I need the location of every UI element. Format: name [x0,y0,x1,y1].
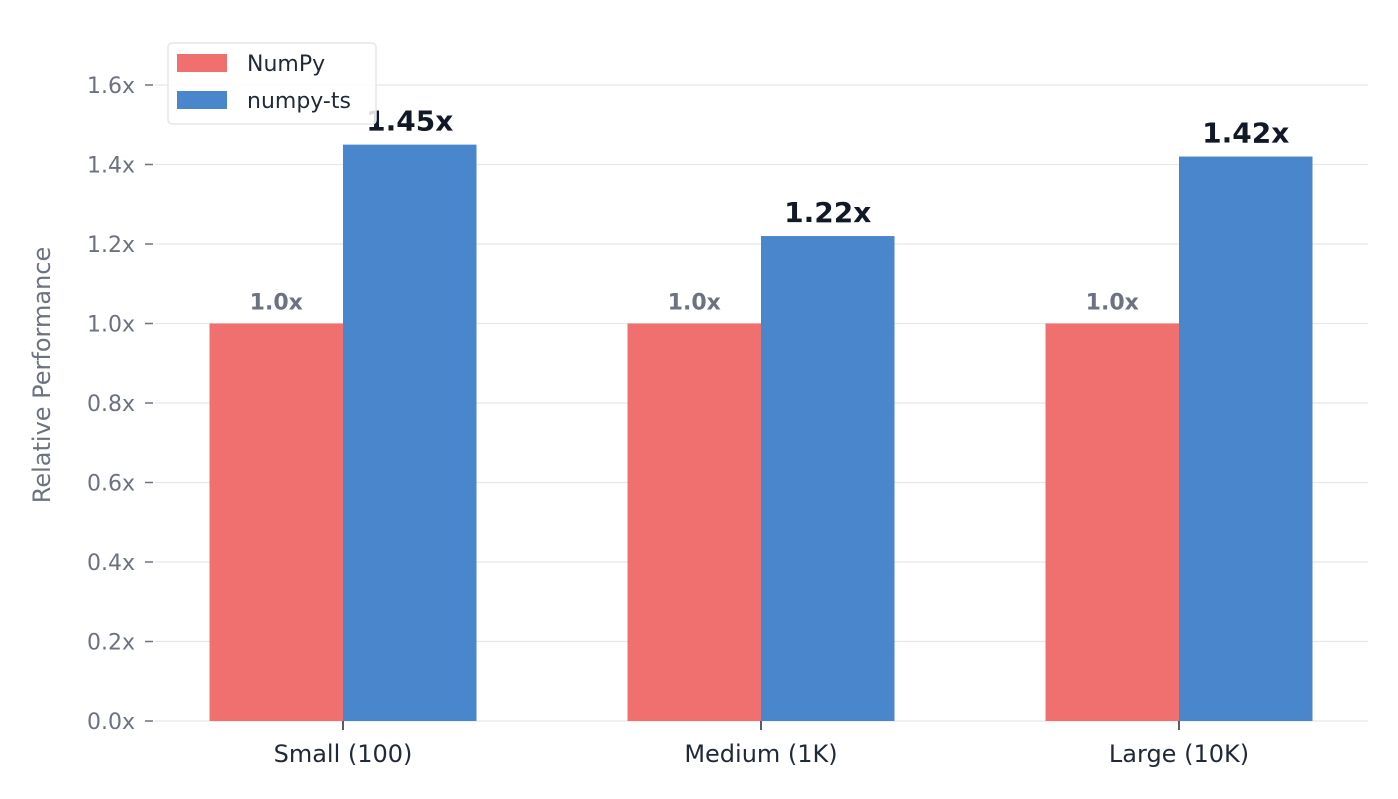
x-tick-label: Medium (1K) [684,740,837,768]
legend-label-numpy: NumPy [247,52,325,77]
y-tick-label: 1.0x [87,313,135,338]
bar-numpy-1 [627,323,761,721]
x-tick-label: Large (10K) [1109,740,1249,768]
value-label: 1.22x [784,196,871,229]
x-tick-label: Small (100) [274,740,413,768]
y-axis: 0.0x 0.2x 0.4x 0.6x 0.8x 1.0x 1.2x 1.4x 1.6x [87,74,153,735]
value-label: 1.42x [1202,117,1289,150]
legend-label-numpy-ts: numpy-ts [247,89,351,114]
y-tick-label: 0.8x [87,392,135,417]
bar-numpy-ts-2 [1179,156,1313,722]
value-label: 1.0x [1086,291,1139,316]
legend-swatch-numpy-ts [177,91,227,109]
bar-numpy-ts-0 [343,144,477,721]
y-tick-label: 1.4x [87,154,135,179]
bar-numpy-ts-1 [761,236,895,722]
y-tick-label: 1.2x [87,233,135,258]
y-tick-label: 0.6x [87,472,135,497]
value-label: 1.0x [250,291,303,316]
y-tick-label: 0.4x [87,551,135,576]
value-labels: 1.0x 1.45x 1.0x 1.22x 1.0x 1.42x [250,105,1290,316]
legend: NumPy numpy-ts [167,42,377,125]
x-axis: Small (100) Medium (1K) Large (10K) [274,721,1249,768]
y-tick-label: 0.2x [87,631,135,656]
value-label: 1.0x [668,291,721,316]
bar-numpy-2 [1045,323,1179,721]
bars [209,144,1313,722]
y-tick-label: 0.0x [87,710,135,735]
y-axis-label: Relative Performance [28,247,56,504]
legend-swatch-numpy [177,54,227,72]
y-tick-label: 1.6x [87,74,135,99]
value-label: 1.45x [366,105,453,138]
bar-numpy-0 [209,323,343,721]
